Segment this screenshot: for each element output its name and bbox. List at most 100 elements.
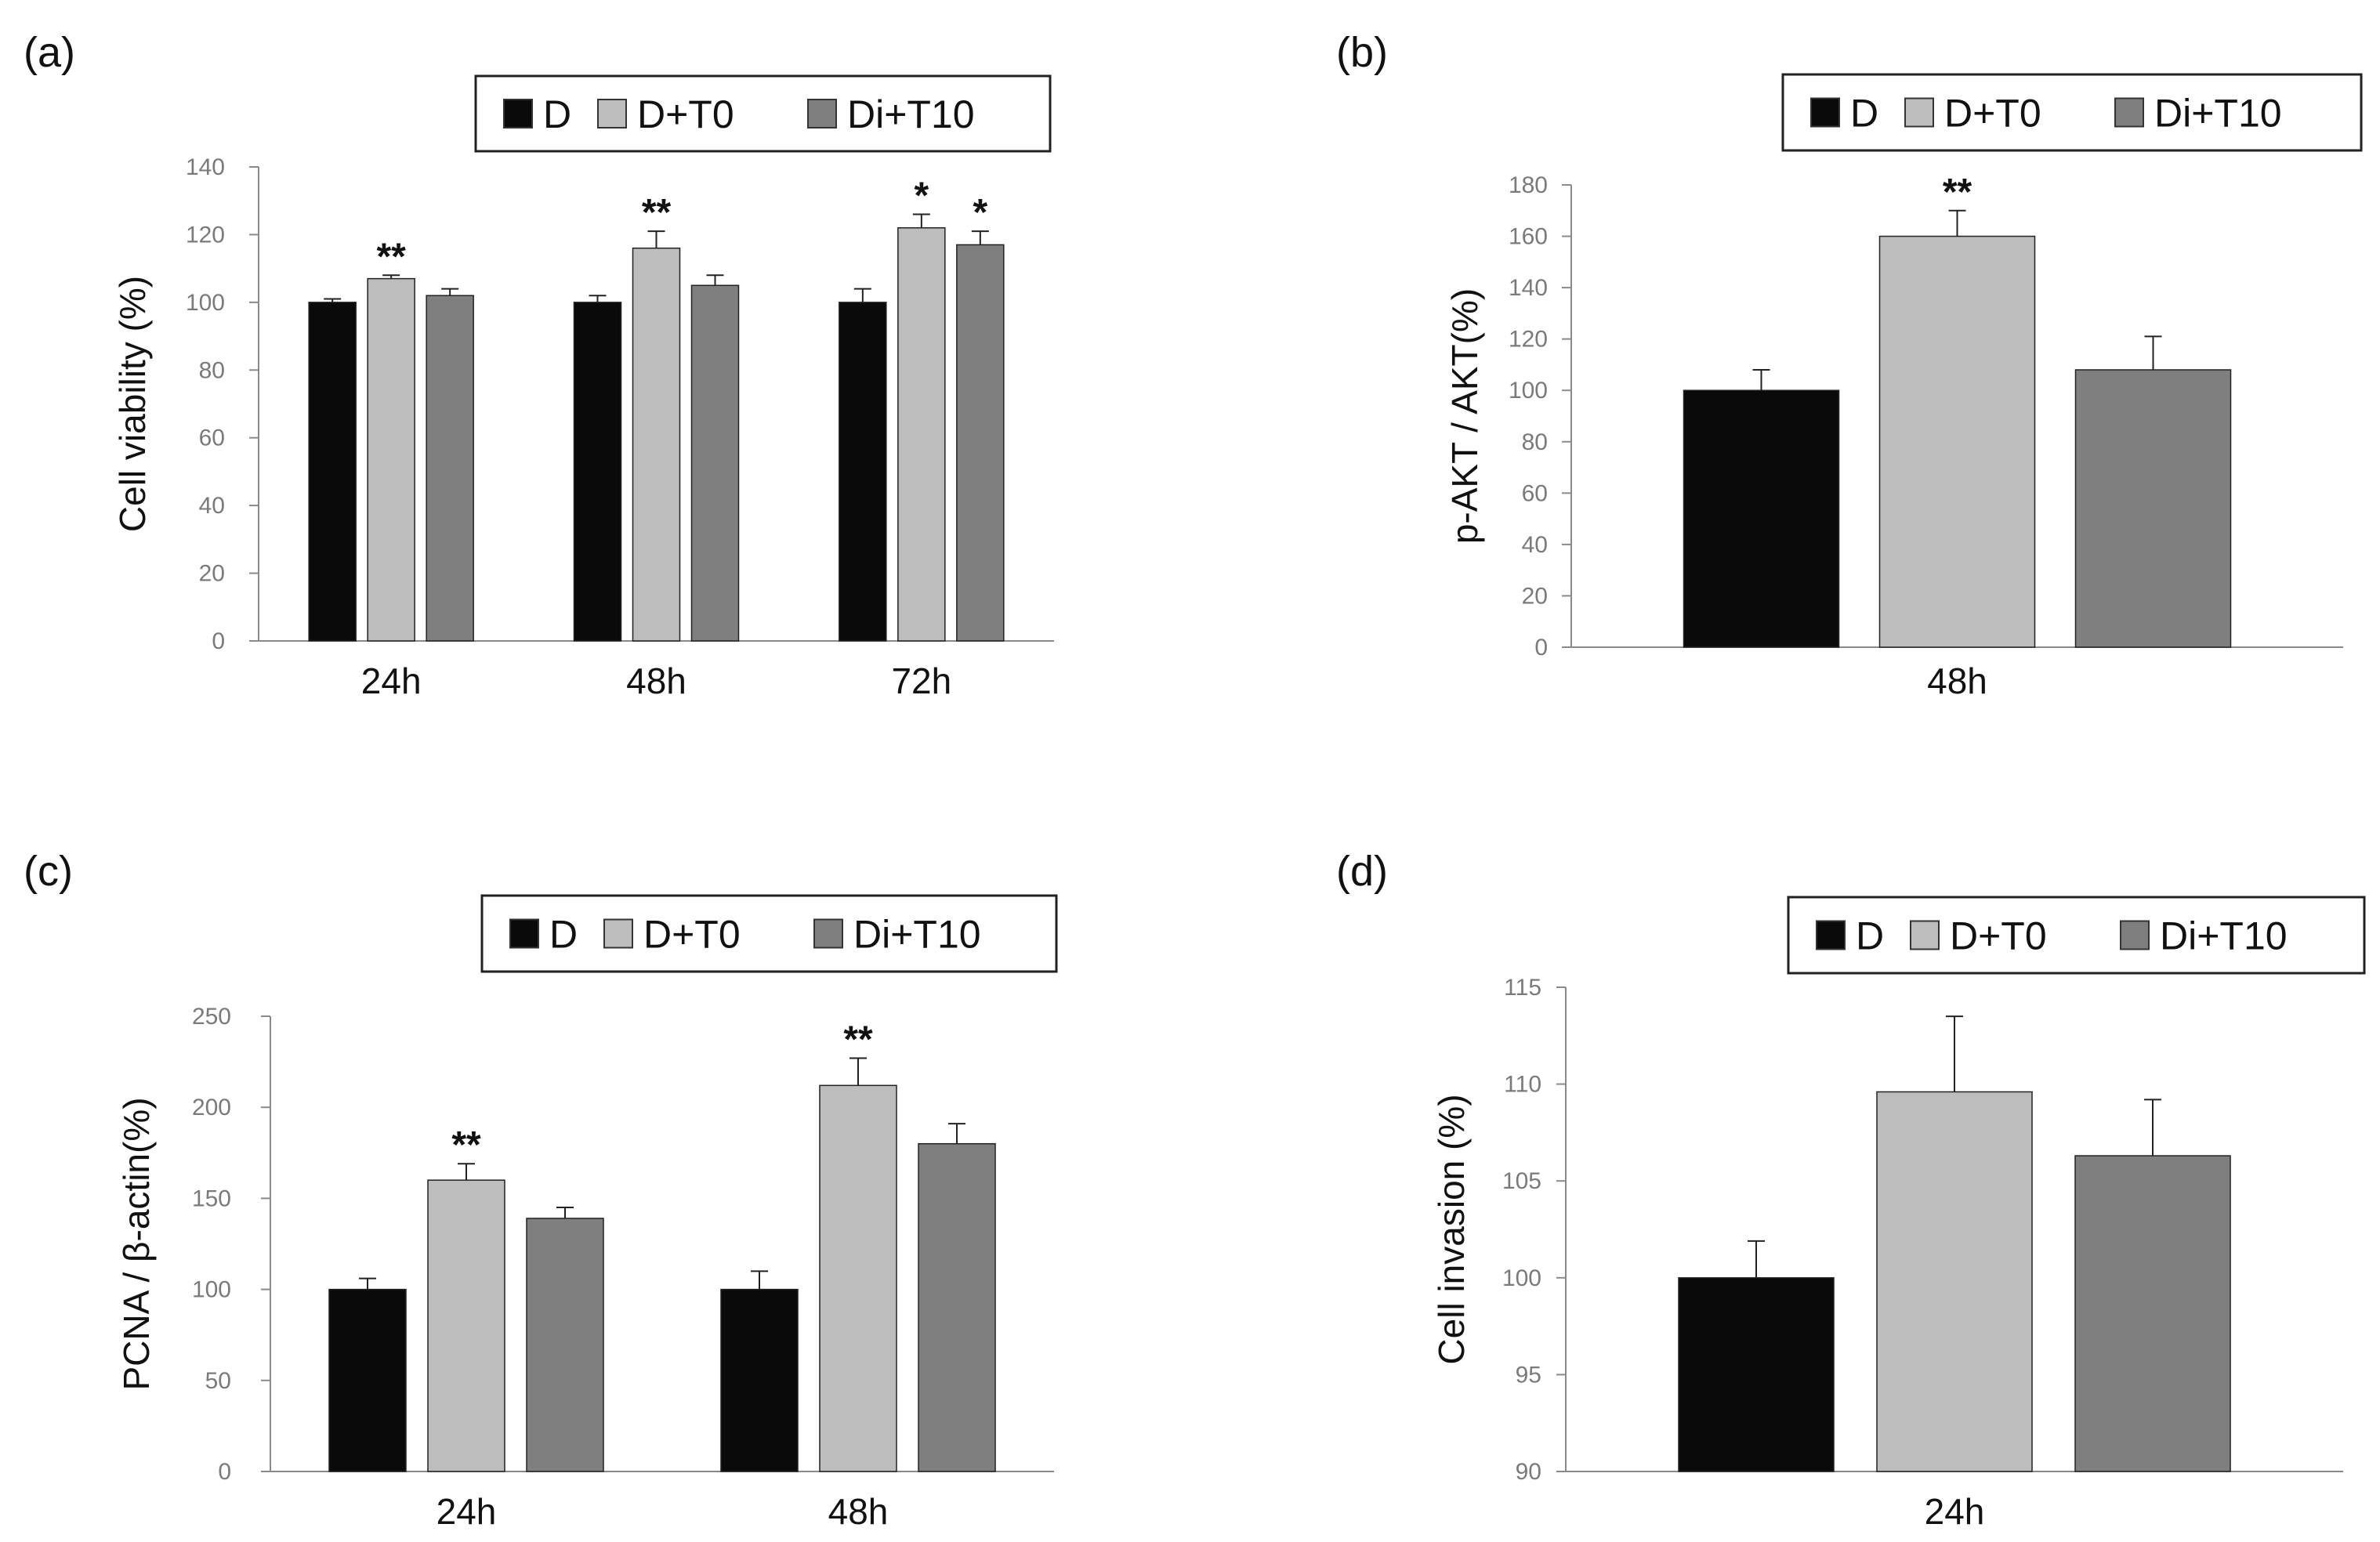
y-tick-label: 20 [199, 561, 225, 587]
y-tick-label: 100 [1502, 1265, 1541, 1291]
y-tick-label: 60 [199, 425, 225, 451]
bar-dt0-48h [819, 1084, 897, 1472]
y-tick-label: 60 [1522, 480, 1548, 506]
legend-label: D+T0 [643, 913, 741, 957]
bar-dt0-72h [897, 227, 946, 642]
legend-swatch-dit10 [813, 918, 843, 949]
y-tick-label: 150 [192, 1185, 231, 1211]
y-axis-title: PCNA / β-actin(%) [116, 1097, 157, 1390]
y-tick-label: 0 [212, 628, 225, 654]
legend-label: D+T0 [1950, 914, 2047, 958]
y-axis-title: p-AKT / AKT(%) [1444, 288, 1485, 544]
bar-d-48h [1683, 389, 1840, 648]
x-category-label: 72h [891, 661, 951, 701]
bar-dt0-48h [632, 247, 681, 642]
bar-d-24h [1678, 1277, 1835, 1472]
legend-swatch-dt0 [1904, 97, 1934, 128]
significance-marker: * [973, 192, 987, 233]
y-tick-label: 140 [1509, 275, 1548, 301]
y-tick-label: 160 [1509, 224, 1548, 250]
legend-swatch-d [509, 918, 539, 949]
bar-dit10-24h [526, 1218, 604, 1472]
panel-label: (d) [1336, 848, 1388, 895]
significance-marker: * [914, 176, 929, 217]
legend-swatch-dit10 [807, 99, 837, 128]
y-tick-label: 180 [1509, 172, 1548, 198]
y-tick-label: 100 [192, 1277, 231, 1303]
legend-box [1781, 73, 2363, 152]
significance-marker: ** [843, 1019, 873, 1060]
y-axis-title: Cell viability (%) [112, 276, 153, 532]
chart-panel-4: (d) 90 95 100 105 110 115 Cell invasion (%) 24h D… [1336, 848, 2366, 1532]
y-tick-label: 250 [192, 1004, 231, 1030]
legend-box [1787, 896, 2366, 975]
chart-panel-3: (c) 0 50 100 150 200 250 PCNA / β-actin(%) 24h 48… [24, 848, 1058, 1532]
y-tick-label: 110 [1504, 1072, 1541, 1098]
legend-swatch-dt0 [603, 918, 633, 949]
y-tick-label: 50 [205, 1368, 231, 1394]
legend-label: Di+T10 [853, 913, 981, 957]
y-tick-label: 120 [1509, 327, 1548, 353]
bar-d-48h [573, 302, 622, 642]
bar-dit10-48h [918, 1142, 996, 1472]
bar-dit10-24h [426, 295, 474, 642]
bar-d-48h [720, 1288, 799, 1472]
bar-dt0-48h [1878, 235, 2036, 648]
y-tick-label: 0 [1534, 635, 1548, 661]
bar-dit10-48h [2074, 369, 2232, 648]
legend: D D+T0 Di+T10 [1781, 73, 2363, 152]
y-tick-label: 140 [186, 154, 225, 180]
legend-swatch-d [1810, 97, 1840, 128]
chart-panel-2: (b) 0 20 40 60 80 100 120 140 160 180 p-AKT / AKT(%… [1336, 29, 2363, 701]
legend-label: Di+T10 [2154, 92, 2282, 136]
y-tick-label: 95 [1516, 1362, 1541, 1388]
bar-d-72h [839, 302, 887, 642]
panel-label: (c) [24, 848, 73, 895]
bar-dt0-24h [367, 277, 415, 642]
legend-box [480, 894, 1058, 973]
x-category-label: 24h [437, 1491, 497, 1532]
significance-marker: ** [451, 1124, 481, 1166]
significance-marker: ** [642, 192, 672, 233]
x-category-label: 48h [626, 661, 686, 701]
x-category-label: 24h [361, 661, 422, 701]
legend-swatch-dit10 [2114, 97, 2144, 128]
y-tick-label: 200 [192, 1095, 231, 1120]
legend-label: Di+T10 [2160, 914, 2288, 958]
x-category-label: 48h [1927, 661, 1987, 701]
legend-swatch-d [503, 99, 533, 128]
significance-marker: ** [1943, 172, 1972, 213]
bar-dt0-24h [427, 1179, 505, 1472]
y-tick-label: 90 [1516, 1459, 1541, 1485]
legend-swatch-dt0 [597, 99, 627, 128]
y-tick-label: 20 [1522, 583, 1548, 609]
y-tick-label: 80 [199, 357, 225, 383]
y-tick-label: 120 [186, 222, 225, 248]
bar-d-24h [328, 1288, 407, 1472]
bar-dt0-24h [1876, 1091, 2033, 1472]
legend-swatch-dit10 [2120, 920, 2150, 950]
y-tick-label: 105 [1502, 1168, 1541, 1194]
significance-marker: ** [376, 236, 406, 277]
legend-label: D [543, 92, 571, 136]
legend-box [474, 74, 1052, 153]
legend-label: D [1856, 914, 1884, 958]
y-tick-label: 115 [1504, 975, 1541, 1001]
y-tick-label: 0 [218, 1459, 231, 1485]
x-category-label: 48h [828, 1491, 889, 1532]
chart-panel-1: (a) 0 20 40 60 80 100 120 140 Cell viability (%) 2… [24, 29, 1054, 701]
legend-swatch-dt0 [1910, 920, 1940, 950]
legend: D D+T0 Di+T10 [1787, 896, 2366, 975]
bar-d-24h [308, 302, 357, 642]
legend-label: D+T0 [1944, 92, 2041, 136]
legend: D D+T0 Di+T10 [474, 74, 1052, 153]
bar-dit10-48h [690, 284, 740, 642]
legend-swatch-d [1816, 920, 1846, 950]
y-tick-label: 80 [1522, 429, 1548, 455]
bar-dit10-72h [956, 244, 1005, 642]
y-tick-label: 40 [1522, 532, 1548, 558]
legend: D D+T0 Di+T10 [480, 894, 1058, 973]
panel-label: (a) [24, 29, 75, 76]
legend-label: Di+T10 [847, 92, 975, 136]
